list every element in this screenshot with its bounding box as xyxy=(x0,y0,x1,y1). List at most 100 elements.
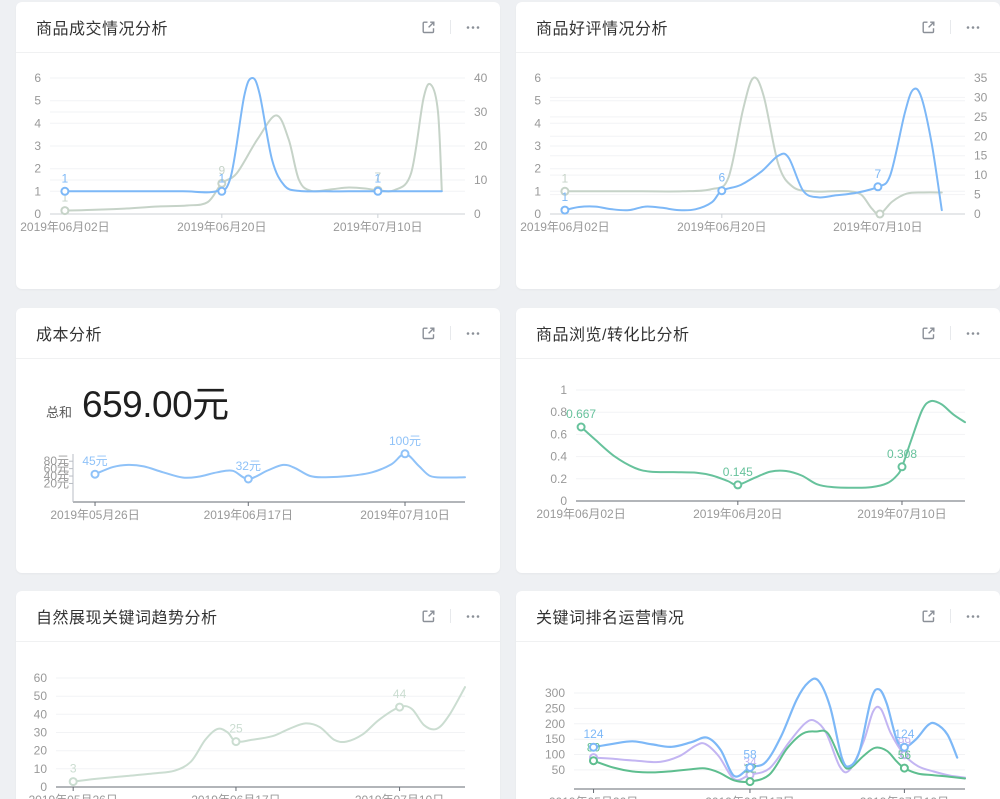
more-options-button[interactable] xyxy=(464,324,482,342)
svg-text:2019年07月10日: 2019年07月10日 xyxy=(355,793,444,799)
svg-text:4: 4 xyxy=(534,116,541,130)
svg-text:250: 250 xyxy=(545,701,565,715)
svg-text:20: 20 xyxy=(474,139,488,153)
svg-text:50: 50 xyxy=(552,763,566,777)
svg-text:1: 1 xyxy=(375,171,382,185)
svg-text:56: 56 xyxy=(898,748,912,762)
svg-text:7: 7 xyxy=(375,170,382,184)
svg-text:9: 9 xyxy=(218,163,225,177)
svg-text:0: 0 xyxy=(40,780,47,794)
svg-text:100元: 100元 xyxy=(389,434,421,448)
svg-text:0.8: 0.8 xyxy=(550,405,567,419)
svg-text:0.667: 0.667 xyxy=(566,407,596,421)
svg-text:10: 10 xyxy=(474,173,488,187)
svg-text:5: 5 xyxy=(34,94,41,108)
svg-text:300: 300 xyxy=(545,686,565,700)
svg-text:0.4: 0.4 xyxy=(550,450,567,464)
svg-text:3: 3 xyxy=(34,139,41,153)
svg-text:30: 30 xyxy=(474,105,488,119)
svg-text:124: 124 xyxy=(894,727,914,741)
svg-text:15: 15 xyxy=(974,149,988,163)
more-options-button[interactable] xyxy=(464,18,482,36)
panel-title: 商品好评情况分析 xyxy=(536,21,669,38)
more-options-button[interactable] xyxy=(964,324,982,342)
svg-text:0: 0 xyxy=(974,207,981,221)
open-in-new-icon[interactable] xyxy=(919,324,937,342)
open-in-new-icon[interactable] xyxy=(419,324,437,342)
card-keyword-trend-analysis: 自然展现关键词趋势分析 60 50 40 30 20 10 02019年05月26日 2019… xyxy=(16,591,500,799)
panel-title: 商品成交情况分析 xyxy=(36,21,169,38)
svg-text:80元: 80元 xyxy=(44,454,69,468)
panel-title: 自然展现关键词趋势分析 xyxy=(36,610,218,627)
svg-text:40元: 40元 xyxy=(44,469,69,483)
svg-text:2019年06月20日: 2019年06月20日 xyxy=(677,220,766,234)
open-in-new-icon[interactable] xyxy=(919,607,937,625)
svg-text:1: 1 xyxy=(562,190,569,204)
panel-header: 成本分析 xyxy=(16,308,500,359)
svg-text:2019年07月10日: 2019年07月10日 xyxy=(333,220,422,234)
svg-text:2019年07月10日: 2019年07月10日 xyxy=(360,508,449,522)
svg-text:1: 1 xyxy=(218,171,225,185)
svg-text:2019年06月02日: 2019年06月02日 xyxy=(20,220,109,234)
svg-text:2019年06月02日: 2019年06月02日 xyxy=(536,507,625,521)
svg-text:0: 0 xyxy=(534,207,541,221)
svg-text:40: 40 xyxy=(34,707,48,721)
svg-text:10: 10 xyxy=(34,762,48,776)
svg-text:20: 20 xyxy=(974,129,988,143)
divider xyxy=(950,609,951,623)
more-options-button[interactable] xyxy=(464,607,482,625)
open-in-new-icon[interactable] xyxy=(419,18,437,36)
card-cost-analysis: 成本分析 总和 659.00元 80元 60元 40元 20元 2019年05月26日 2… xyxy=(16,308,500,573)
divider xyxy=(450,326,451,340)
svg-text:6: 6 xyxy=(34,71,41,85)
svg-text:25: 25 xyxy=(974,110,988,124)
svg-text:3: 3 xyxy=(70,762,77,776)
svg-text:2019年05月26日: 2019年05月26日 xyxy=(50,508,139,522)
more-options-button[interactable] xyxy=(964,18,982,36)
divider xyxy=(950,20,951,34)
svg-text:44: 44 xyxy=(393,687,407,701)
svg-text:1: 1 xyxy=(62,191,69,205)
svg-text:0: 0 xyxy=(560,494,567,508)
open-in-new-icon[interactable] xyxy=(419,607,437,625)
svg-text:1: 1 xyxy=(562,171,569,185)
svg-text:3: 3 xyxy=(534,139,541,153)
svg-text:0: 0 xyxy=(34,207,41,221)
svg-text:1: 1 xyxy=(34,184,41,198)
svg-text:2019年07月10日: 2019年07月10日 xyxy=(833,220,922,234)
svg-text:25: 25 xyxy=(229,722,243,736)
svg-text:5: 5 xyxy=(974,188,981,202)
svg-text:0.6: 0.6 xyxy=(550,427,567,441)
svg-text:2019年06月17日: 2019年06月17日 xyxy=(705,795,794,799)
svg-text:30: 30 xyxy=(34,726,48,740)
svg-text:7: 7 xyxy=(875,167,882,181)
divider xyxy=(950,326,951,340)
panel-title: 关键词排名运营情况 xyxy=(536,610,685,627)
open-in-new-icon[interactable] xyxy=(919,18,937,36)
svg-text:1: 1 xyxy=(62,171,69,185)
svg-text:150: 150 xyxy=(545,732,565,746)
panel-title: 商品浏览/转化比分析 xyxy=(536,327,690,344)
svg-text:6: 6 xyxy=(534,71,541,85)
svg-text:35: 35 xyxy=(974,71,988,85)
svg-text:200: 200 xyxy=(545,717,565,731)
svg-text:20元: 20元 xyxy=(44,476,69,490)
svg-text:2019年07月10日: 2019年07月10日 xyxy=(857,507,946,521)
divider xyxy=(450,20,451,34)
panel-header: 商品好评情况分析 xyxy=(516,2,1000,53)
card-conversion-analysis: 商品浏览/转化比分析 1 0.8 0.6 0.4 0.2 0 2019年06月02日 2019… xyxy=(516,308,1000,573)
svg-text:40: 40 xyxy=(474,71,488,85)
panel-header: 商品浏览/转化比分析 xyxy=(516,308,1000,359)
svg-text:2: 2 xyxy=(34,162,41,176)
svg-text:20: 20 xyxy=(34,744,48,758)
svg-text:10: 10 xyxy=(974,168,988,182)
svg-text:0.2: 0.2 xyxy=(550,472,567,486)
more-options-button[interactable] xyxy=(964,607,982,625)
